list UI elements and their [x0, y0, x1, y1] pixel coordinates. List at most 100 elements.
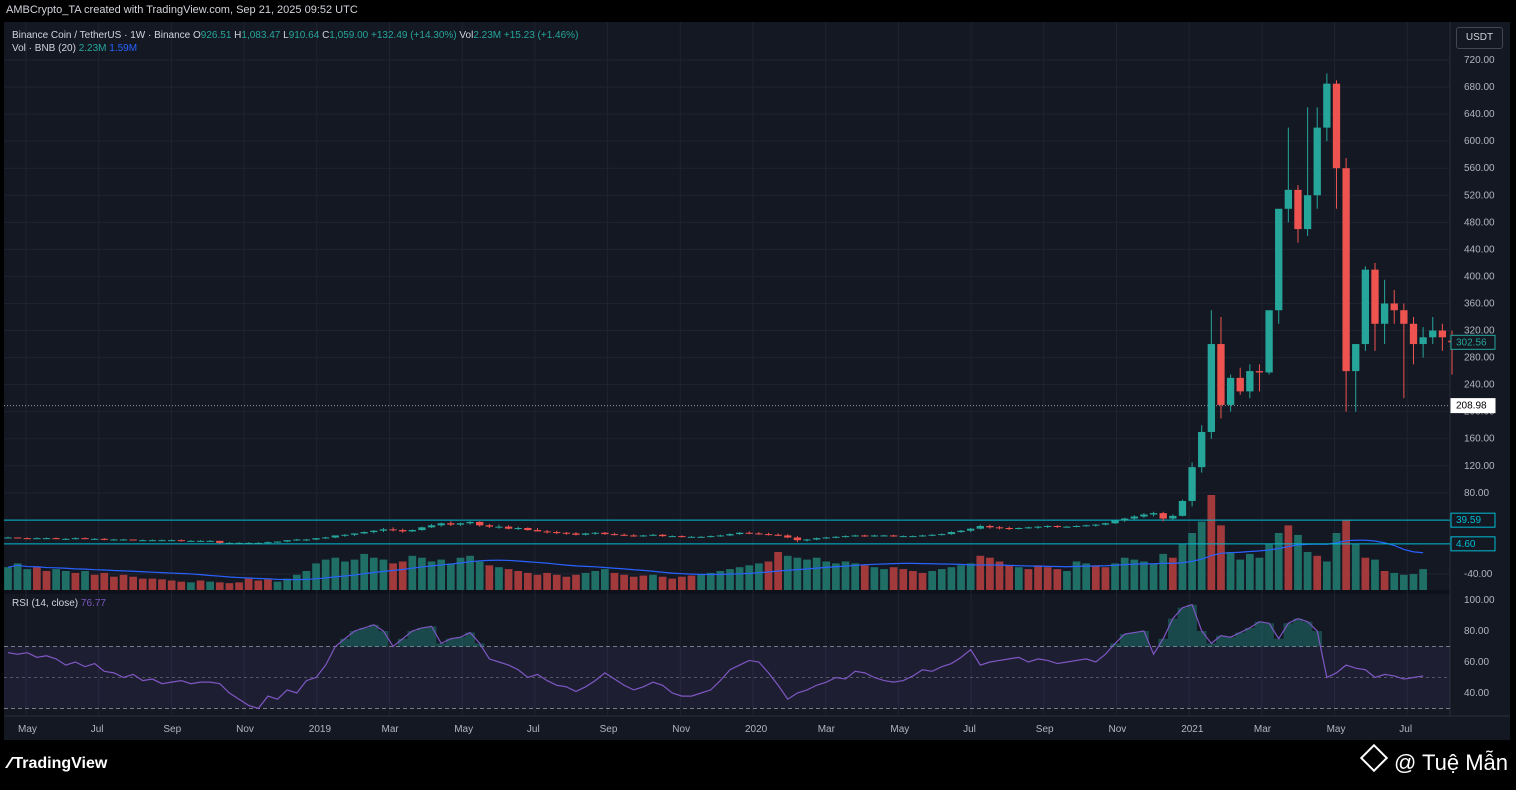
volume-bar — [1390, 572, 1399, 590]
rsi-overbought-fill — [1206, 643, 1217, 647]
volume-bar — [437, 559, 446, 590]
volume-bar — [485, 565, 494, 590]
rsi-overbought-fill — [474, 643, 485, 647]
volume-bar — [1294, 534, 1302, 590]
x-tick-label: Nov — [672, 724, 690, 735]
volume-indicator-label[interactable]: Vol · BNB (20) — [12, 43, 76, 54]
price-tag-label: 4.60 — [1456, 539, 1476, 550]
candle-body — [447, 523, 455, 525]
candle-body — [42, 538, 51, 540]
volume-bar — [1342, 519, 1350, 590]
volume-bar — [1323, 561, 1331, 590]
candle-body — [1082, 525, 1090, 527]
volume-bar — [408, 555, 417, 590]
volume-bar — [1284, 525, 1293, 590]
volume-bar — [629, 576, 638, 590]
candle-body — [524, 528, 532, 531]
candle-body — [1265, 310, 1273, 373]
x-tick-label: May — [890, 724, 909, 735]
x-tick-label: May — [18, 724, 37, 735]
candle-body — [1198, 431, 1206, 468]
y-tick-label: 720.00 — [1464, 55, 1495, 66]
candle-body — [341, 534, 349, 536]
candle-body — [995, 527, 1004, 529]
x-tick-label: May — [1327, 724, 1346, 735]
candle-body — [630, 535, 638, 537]
volume-bar — [42, 571, 51, 590]
rsi-overbought-fill — [1302, 621, 1313, 647]
candle-body — [389, 529, 397, 531]
candle-body — [437, 523, 445, 526]
volume-bar — [581, 572, 590, 590]
candle-body — [928, 534, 936, 536]
volume-bar — [620, 574, 628, 590]
x-tick-label: Jul — [527, 724, 540, 735]
volume-bar — [543, 572, 551, 590]
volume-bar — [514, 571, 523, 590]
volume-bar — [456, 557, 465, 590]
volume-bar — [1332, 533, 1341, 590]
chart-panel[interactable]: 720.00 680.00 640.00 600.00 560.00 520.00 480.… — [4, 22, 1510, 740]
candle-body — [370, 530, 378, 533]
rsi-label[interactable]: RSI (14, close) — [12, 598, 79, 609]
volume-bar — [1120, 557, 1129, 590]
volume-bar — [52, 569, 60, 590]
price-tag-box — [1450, 536, 1496, 552]
volume-bar — [870, 567, 879, 590]
candle-body — [1178, 500, 1187, 516]
x-tick-label: Jul — [1399, 724, 1412, 735]
y-tick-label: 400.00 — [1464, 271, 1495, 282]
rsi-overbought-fill — [1225, 637, 1236, 647]
candle-body — [918, 535, 927, 537]
candle-body — [62, 538, 70, 540]
rsi-line — [7, 603, 1424, 710]
volume-bar — [466, 555, 474, 590]
volume-bar — [81, 571, 89, 590]
x-tick-label: 2021 — [1181, 724, 1204, 735]
volume-bar — [1419, 569, 1427, 590]
volume-bar — [1091, 565, 1100, 590]
volume-bar — [1265, 544, 1273, 590]
candle-body — [476, 521, 484, 526]
candle-body — [986, 525, 994, 528]
candle-body — [360, 532, 368, 534]
volume-bar — [312, 563, 320, 590]
volume-bar — [302, 571, 311, 590]
x-tick-label: Mar — [1254, 724, 1272, 735]
volume-bar — [610, 572, 619, 590]
volume-bar — [1255, 557, 1264, 590]
candle-body — [283, 540, 291, 542]
volume-bar — [1024, 569, 1033, 590]
rsi-tick-label: 40.00 — [1464, 688, 1489, 699]
candle-body — [273, 541, 282, 543]
volume-bar — [1149, 563, 1158, 590]
candle-body — [899, 536, 907, 538]
candle-body — [100, 538, 108, 540]
tradingview-logo[interactable]: ⁄⁄ TradingView — [8, 755, 107, 773]
y-tick-label: -40.00 — [1464, 569, 1493, 580]
volume-bar — [957, 565, 965, 590]
rsi-overbought-fill — [1110, 643, 1120, 647]
rsi-overbought-fill — [1129, 632, 1140, 647]
volume-bar — [668, 578, 677, 590]
rsi-overbought-fill — [1168, 618, 1178, 647]
candle-body — [264, 542, 272, 544]
rsi-overbought-fill — [1283, 623, 1294, 647]
currency-button[interactable]: USDT — [1456, 27, 1503, 49]
chart-svg[interactable]: 720.00 680.00 640.00 600.00 560.00 520.00 480.… — [4, 22, 1510, 740]
volume-bar — [1053, 569, 1062, 590]
volume-bar — [177, 581, 186, 590]
candle-body — [726, 534, 734, 536]
candle-body — [957, 530, 965, 533]
rsi-overbought-fill — [1245, 627, 1255, 647]
volume-bar — [1130, 559, 1139, 590]
volume-series — [4, 495, 1427, 590]
rsi-tick-label: 60.00 — [1464, 657, 1489, 668]
rsi-overbought-fill — [1196, 631, 1207, 647]
symbol-label[interactable]: Binance Coin / TetherUS · 1W · Binance — [12, 30, 191, 41]
volume-bar — [321, 559, 330, 590]
rsi-overbought-fill — [446, 638, 456, 647]
candle-body — [23, 538, 31, 540]
volume-bar — [523, 572, 532, 590]
x-tick-label: Mar — [382, 724, 400, 735]
